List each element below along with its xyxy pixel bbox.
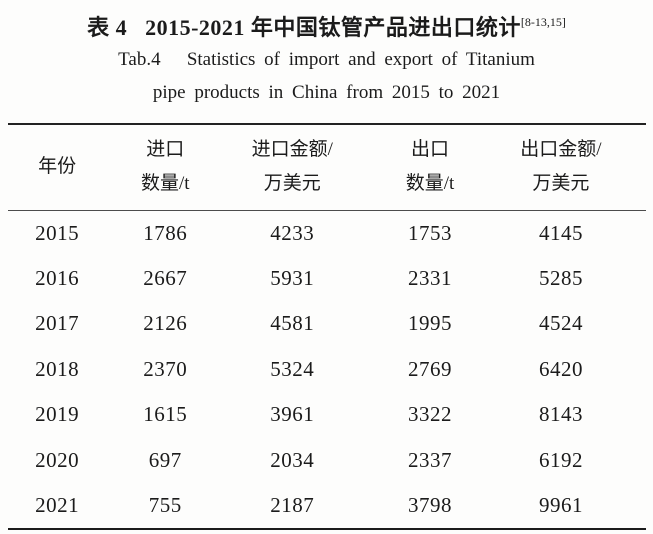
header-import-qty-line1: 进口 [146, 139, 185, 161]
export-qty-cell: 1995 [408, 311, 453, 336]
year-cell: 2016 [35, 266, 80, 291]
header-year: 年份 [8, 124, 106, 210]
import-export-table: 年份 进口 数量/t 进口金额/ 万美元 出口 数量/t 出口金额/ 万美元 [8, 123, 646, 531]
table-row: 2016 2667 5931 2331 5285 [8, 256, 646, 301]
table-caption-zh-text: 表 4 2015-2021 年中国钛管产品进出口统计 [87, 15, 521, 40]
header-import-value-line2: 万美元 [263, 173, 321, 195]
header-import-qty: 进口 数量/t [106, 124, 224, 210]
import-value-cell: 5324 [270, 356, 315, 381]
export-qty-cell: 3322 [408, 402, 453, 427]
table-row: 2020 697 2034 2337 6192 [8, 437, 646, 482]
year-cell: 2020 [35, 447, 80, 472]
import-qty-cell: 1615 [143, 402, 188, 427]
export-value-cell: 8143 [538, 402, 583, 427]
import-qty-cell: 755 [148, 493, 182, 518]
import-qty-cell: 697 [148, 447, 182, 472]
header-year-label: 年份 [38, 156, 77, 178]
header-import-qty-line2: 数量/t [140, 173, 190, 195]
year-cell: 2019 [35, 402, 80, 427]
header-export-value-line1: 出口金额/ [520, 139, 602, 161]
import-value-cell: 4581 [270, 311, 315, 336]
year-cell: 2021 [35, 493, 80, 518]
export-qty-cell: 2331 [408, 266, 453, 291]
import-value-cell: 4233 [270, 220, 315, 245]
table-caption-zh: 表 4 2015-2021 年中国钛管产品进出口统计[8-13,15] [0, 0, 653, 43]
import-value-cell: 2034 [270, 447, 315, 472]
citation-superscript: [8-13,15] [520, 15, 566, 29]
table-row: 2017 2126 4581 1995 4524 [8, 301, 646, 346]
table-caption-en-line2: pipe products in China from 2015 to 2021 [152, 82, 501, 103]
export-value-cell: 4145 [538, 220, 583, 245]
export-value-cell: 6420 [538, 356, 583, 381]
year-cell: 2017 [35, 311, 80, 336]
header-export-qty: 出口 数量/t [360, 124, 500, 210]
header-export-qty-line1: 出口 [411, 139, 450, 161]
import-value-cell: 2187 [270, 493, 315, 518]
year-cell: 2018 [35, 356, 80, 381]
export-qty-cell: 2337 [408, 447, 453, 472]
export-value-cell: 9961 [538, 493, 583, 518]
export-value-cell: 5285 [538, 266, 583, 291]
header-export-value: 出口金额/ 万美元 [500, 124, 646, 210]
table-body: 2015 1786 4233 1753 4145 2016 2667 5931 … [8, 210, 646, 529]
export-value-cell: 6192 [538, 447, 583, 472]
table-caption-en-line1: Tab.4 Statistics of import and export of… [118, 49, 535, 70]
import-qty-cell: 2667 [143, 266, 188, 291]
export-qty-cell: 2769 [408, 356, 453, 381]
export-qty-cell: 1753 [408, 220, 453, 245]
export-value-cell: 4524 [538, 311, 583, 336]
table-row: 2018 2370 5324 2769 6420 [8, 347, 646, 392]
import-qty-cell: 1786 [143, 220, 188, 245]
import-qty-cell: 2370 [143, 356, 188, 381]
import-value-cell: 5931 [270, 266, 315, 291]
import-value-cell: 3961 [270, 402, 315, 427]
table-header: 年份 进口 数量/t 进口金额/ 万美元 出口 数量/t 出口金额/ 万美元 [8, 124, 646, 210]
export-qty-cell: 3798 [408, 493, 453, 518]
header-import-value: 进口金额/ 万美元 [224, 124, 360, 210]
header-export-value-line2: 万美元 [532, 173, 590, 195]
header-row: 年份 进口 数量/t 进口金额/ 万美元 出口 数量/t 出口金额/ 万美元 [8, 124, 646, 210]
header-import-value-line1: 进口金额/ [251, 139, 333, 161]
header-export-qty-line2: 数量/t [405, 173, 455, 195]
import-qty-cell: 2126 [143, 311, 188, 336]
table-row: 2015 1786 4233 1753 4145 [8, 210, 646, 256]
table-row: 2021 755 2187 3798 9961 [8, 483, 646, 529]
table-row: 2019 1615 3961 3322 8143 [8, 392, 646, 437]
year-cell: 2015 [35, 220, 80, 245]
